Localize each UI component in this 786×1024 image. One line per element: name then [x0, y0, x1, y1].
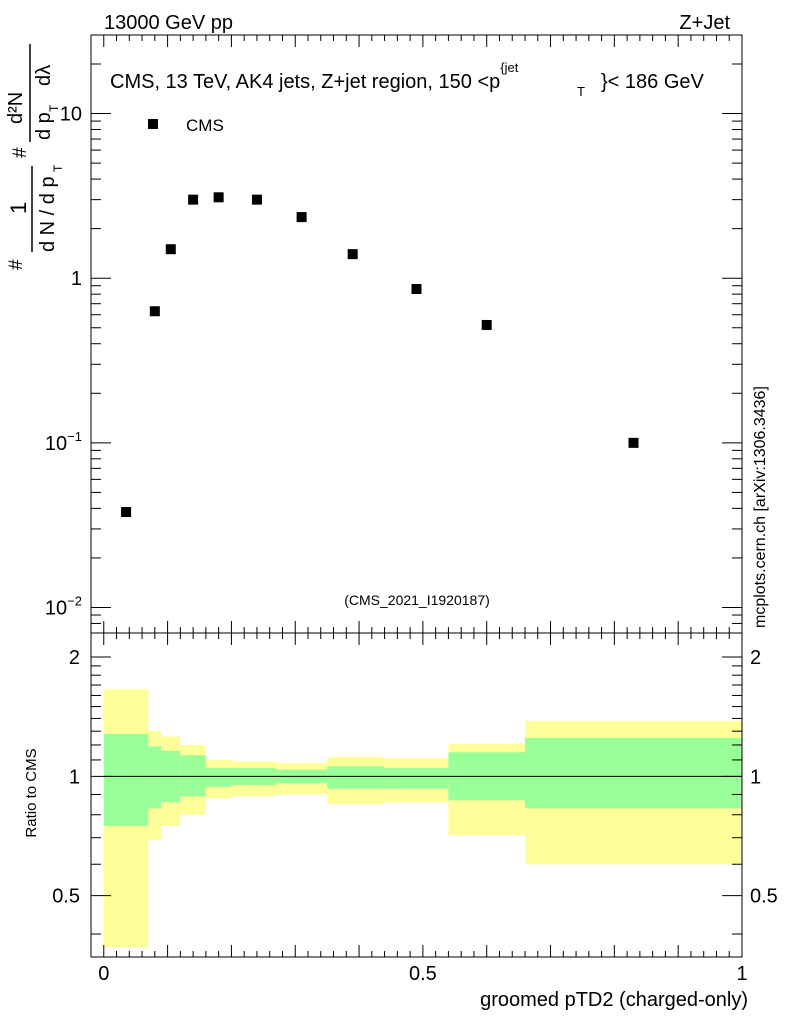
main-data-points — [121, 192, 639, 518]
data-point — [251, 194, 262, 205]
process-label: Z+Jet — [679, 12, 730, 34]
ylabel-den: d N / d p — [37, 176, 59, 252]
y-tick-base: 10 — [45, 433, 67, 455]
main-title-pre: CMS, 13 TeV, AK4 jets, Z+jet region, 150… — [110, 71, 500, 93]
ratio-y-tick-label-left: 0.5 — [52, 886, 80, 908]
legend-label: CMS — [186, 116, 224, 135]
y-tick-label: 10−2 — [45, 593, 82, 619]
ylabel-lambda: dλ — [33, 65, 55, 86]
main-title: CMS, 13 TeV, AK4 jets, Z+jet region, 150… — [110, 60, 519, 93]
inner-band — [327, 766, 385, 789]
ratio-y-tick-label-left: 2 — [69, 647, 80, 669]
data-point — [628, 437, 639, 448]
inner-band — [525, 737, 742, 809]
ratio-axis-ticks: 0 0.5 1 0.5 0.5 1 1 2 2 — [52, 633, 778, 985]
x-tick-label: 0.5 — [409, 963, 437, 985]
data-point — [165, 244, 176, 255]
y-tick-exponent: −2 — [67, 593, 82, 608]
ratio-y-tick-label-right: 2 — [750, 647, 761, 669]
legend-marker — [148, 119, 158, 129]
ratio-y-tick-label-right: 1 — [750, 766, 761, 788]
ratio-frame — [90, 632, 743, 958]
ylabel-num-den: d p — [33, 112, 55, 140]
data-point — [481, 319, 492, 330]
watermark: mcplots.cern.ch [arXiv:1306.3436] — [752, 386, 769, 628]
main-title-sub: T — [577, 84, 585, 99]
y-tick-label: 1 — [71, 268, 82, 290]
xlabel: groomed pTD2 (charged-only) — [480, 989, 748, 1011]
ratio-y-tick-label-right: 0.5 — [750, 886, 778, 908]
data-point — [213, 192, 224, 203]
y-tick-base: 10 — [60, 104, 82, 126]
main-title-post: }< 186 GeV — [601, 71, 705, 93]
ylabel-num: d²N — [5, 92, 27, 124]
data-point — [188, 194, 199, 205]
y-tick-base: 10 — [45, 597, 67, 619]
x-tick-label: 0 — [98, 963, 109, 985]
ratio-ylabel: Ratio to CMS — [23, 748, 40, 837]
ylabel-hash: # — [6, 259, 27, 270]
main-title-sup: {jet — [500, 60, 518, 75]
x-tick-label: 1 — [736, 963, 747, 985]
ylabel-one: 1 — [6, 202, 31, 214]
ratio-y-tick-label-left: 1 — [69, 766, 80, 788]
data-point — [411, 283, 422, 294]
y-tick-label: 10 — [60, 104, 82, 126]
energy-label: 13000 GeV pp — [104, 12, 233, 34]
analysis-tag: (CMS_2021_I1920187) — [344, 592, 490, 608]
ylabel-num-den-sub: T — [47, 104, 61, 112]
y-tick-base: 1 — [71, 268, 82, 290]
main-ylabel: # 1 d N / d p T # d²N d p T dλ — [5, 44, 65, 270]
ylabel-den-sub: T — [51, 164, 65, 172]
data-point — [121, 507, 132, 518]
data-point — [296, 212, 307, 223]
inner-band — [205, 767, 232, 787]
y-tick-exponent: −1 — [67, 429, 82, 444]
ratio-bands — [103, 689, 742, 948]
data-point — [149, 306, 160, 317]
inner-band — [103, 733, 149, 826]
inner-band — [384, 767, 449, 789]
ylabel-hash2: # — [10, 147, 31, 158]
y-tick-label: 10−1 — [45, 429, 82, 455]
data-point — [347, 249, 358, 260]
inner-band — [148, 746, 162, 809]
